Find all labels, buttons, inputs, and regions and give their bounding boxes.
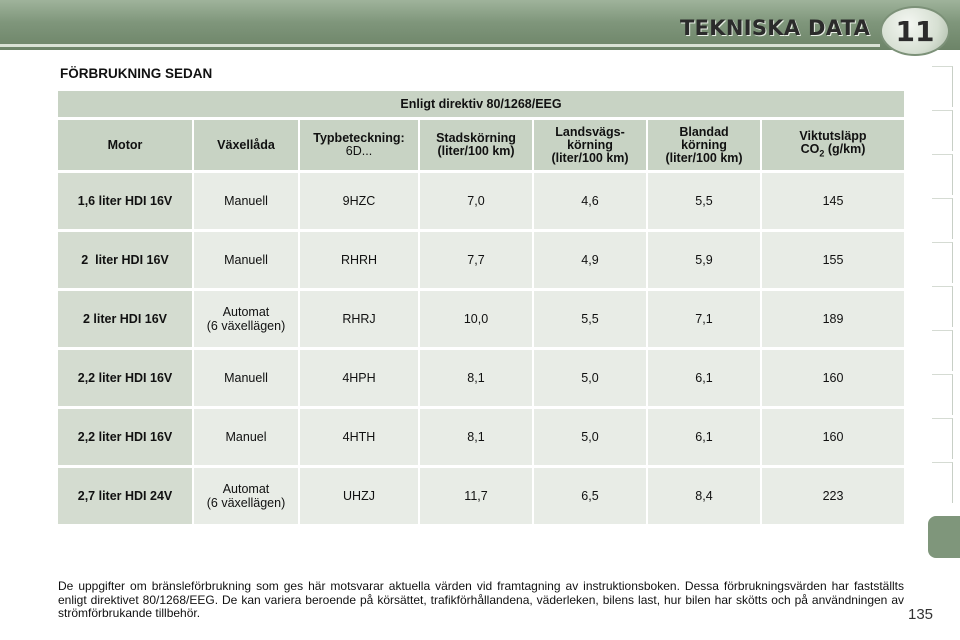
column-header-urban: Stadskörning (liter/100 km): [420, 120, 534, 170]
chapter-title: TEKNISKA DATA: [680, 16, 871, 40]
cell-urban: 11,7: [420, 468, 534, 524]
chapter-tab[interactable]: [932, 242, 953, 283]
cell-extra-urban: 4,9: [534, 232, 648, 288]
cell-urban: 7,7: [420, 232, 534, 288]
cell-gearbox: Manuell: [194, 232, 300, 288]
table-row: 2 liter HDI 16V Manuell RHRH 7,7 4,9 5,9…: [58, 232, 904, 288]
column-header-co2-line1: Viktutsläpp: [799, 128, 867, 143]
column-header-urban-line1: Stadskörning: [436, 131, 516, 145]
footnote: De uppgifter om bränsleförbrukning som g…: [58, 579, 904, 620]
table-row: 2,2 liter HDI 16V Manuell 4HPH 8,1 5,0 6…: [58, 350, 904, 406]
cell-gearbox-line2: (6 växellägen): [206, 496, 286, 510]
cell-gearbox: Manuel: [194, 409, 300, 465]
cell-extra-urban: 6,5: [534, 468, 648, 524]
cell-gearbox: Manuell: [194, 173, 300, 229]
column-header-co2-line2: CO2 (g/km): [762, 141, 904, 161]
cell-extra-urban: 5,0: [534, 350, 648, 406]
cell-motor: 2 liter HDI 16V: [58, 291, 194, 347]
cell-combined: 5,9: [648, 232, 762, 288]
cell-type: UHZJ: [300, 468, 420, 524]
column-header-co2: Viktutsläpp CO2 (g/km): [762, 120, 904, 170]
cell-type: 4HTH: [300, 409, 420, 465]
cell-co2: 223: [762, 468, 904, 524]
column-header-extra-urban: Landsvägs- körning (liter/100 km): [534, 120, 648, 170]
column-header-combined-line3: (liter/100 km): [665, 150, 743, 165]
section-title: FÖRBRUKNING SEDAN: [60, 66, 213, 81]
column-header-gearbox: Växellåda: [194, 120, 300, 170]
chapter-tab[interactable]: [932, 286, 953, 327]
chapter-tab[interactable]: [932, 154, 953, 195]
co2-label: CO: [800, 141, 820, 156]
cell-type: RHRJ: [300, 291, 420, 347]
cell-extra-urban: 4,6: [534, 173, 648, 229]
cell-gearbox-line1: Automat: [222, 482, 270, 496]
table-row: 2,2 liter HDI 16V Manuel 4HTH 8,1 5,0 6,…: [58, 409, 904, 465]
table-row: 2,7 liter HDI 24V Automat (6 växellägen)…: [58, 468, 904, 524]
cell-urban: 8,1: [420, 350, 534, 406]
cell-extra-urban: 5,0: [534, 409, 648, 465]
cell-combined: 8,4: [648, 468, 762, 524]
chapter-tab[interactable]: [932, 418, 953, 459]
cell-co2: 160: [762, 350, 904, 406]
column-header-row: Motor Växellåda Typbeteckning: 6D... Sta…: [58, 120, 904, 170]
chapter-tab[interactable]: [932, 66, 953, 107]
cell-gearbox-line2: (6 växellägen): [206, 319, 286, 333]
table-row: 1,6 liter HDI 16V Manuell 9HZC 7,0 4,6 5…: [58, 173, 904, 229]
column-header-combined-line2: körning: [681, 137, 727, 152]
cell-co2: 189: [762, 291, 904, 347]
page-number: 135: [908, 606, 934, 623]
active-chapter-tab[interactable]: [928, 516, 960, 558]
column-header-extra-line3: (liter/100 km): [551, 150, 629, 165]
column-header-combined: Blandad körning (liter/100 km): [648, 120, 762, 170]
cell-type: 9HZC: [300, 173, 420, 229]
cell-gearbox: Automat (6 växellägen): [194, 291, 300, 347]
consumption-table: Enligt direktiv 80/1268/EEG Motor Växell…: [58, 88, 904, 527]
directive-header: Enligt direktiv 80/1268/EEG: [58, 91, 904, 117]
chapter-tabs: [928, 66, 960, 586]
chapter-tab[interactable]: [932, 374, 953, 415]
chapter-tab[interactable]: [932, 462, 953, 503]
cell-combined: 7,1: [648, 291, 762, 347]
cell-co2: 160: [762, 409, 904, 465]
cell-gearbox: Automat (6 växellägen): [194, 468, 300, 524]
column-header-type-label: Typbeteckning:: [313, 131, 405, 145]
cell-combined: 6,1: [648, 350, 762, 406]
cell-gearbox: Manuell: [194, 350, 300, 406]
chapter-tab[interactable]: [932, 110, 953, 151]
chapter-tab[interactable]: [932, 330, 953, 371]
cell-motor: 2,7 liter HDI 24V: [58, 468, 194, 524]
header-band: [0, 0, 960, 50]
column-header-combined-line1: Blandad: [679, 124, 729, 139]
column-header-motor: Motor: [58, 120, 194, 170]
column-header-urban-line2: (liter/100 km): [437, 144, 515, 158]
cell-co2: 145: [762, 173, 904, 229]
cell-gearbox-line1: Automat: [222, 305, 270, 319]
chapter-number-badge: 11: [880, 6, 950, 56]
cell-type: 4HPH: [300, 350, 420, 406]
cell-motor: 1,6 liter HDI 16V: [58, 173, 194, 229]
cell-co2: 155: [762, 232, 904, 288]
cell-urban: 7,0: [420, 173, 534, 229]
table-row: 2 liter HDI 16V Automat (6 växellägen) R…: [58, 291, 904, 347]
cell-urban: 10,0: [420, 291, 534, 347]
column-header-extra-line1: Landsvägs-: [555, 124, 625, 139]
co2-unit: (g/km): [824, 141, 866, 156]
column-header-type-sub: 6D...: [345, 144, 373, 158]
cell-urban: 8,1: [420, 409, 534, 465]
cell-motor: 2,2 liter HDI 16V: [58, 350, 194, 406]
column-header-type: Typbeteckning: 6D...: [300, 120, 420, 170]
cell-combined: 5,5: [648, 173, 762, 229]
chapter-tab[interactable]: [932, 198, 953, 239]
co2-subscript: 2: [819, 148, 825, 159]
cell-extra-urban: 5,5: [534, 291, 648, 347]
cell-motor: 2 liter HDI 16V: [58, 232, 194, 288]
cell-combined: 6,1: [648, 409, 762, 465]
column-header-extra-line2: körning: [567, 137, 613, 152]
cell-type: RHRH: [300, 232, 420, 288]
directive-row: Enligt direktiv 80/1268/EEG: [58, 91, 904, 117]
cell-motor: 2,2 liter HDI 16V: [58, 409, 194, 465]
